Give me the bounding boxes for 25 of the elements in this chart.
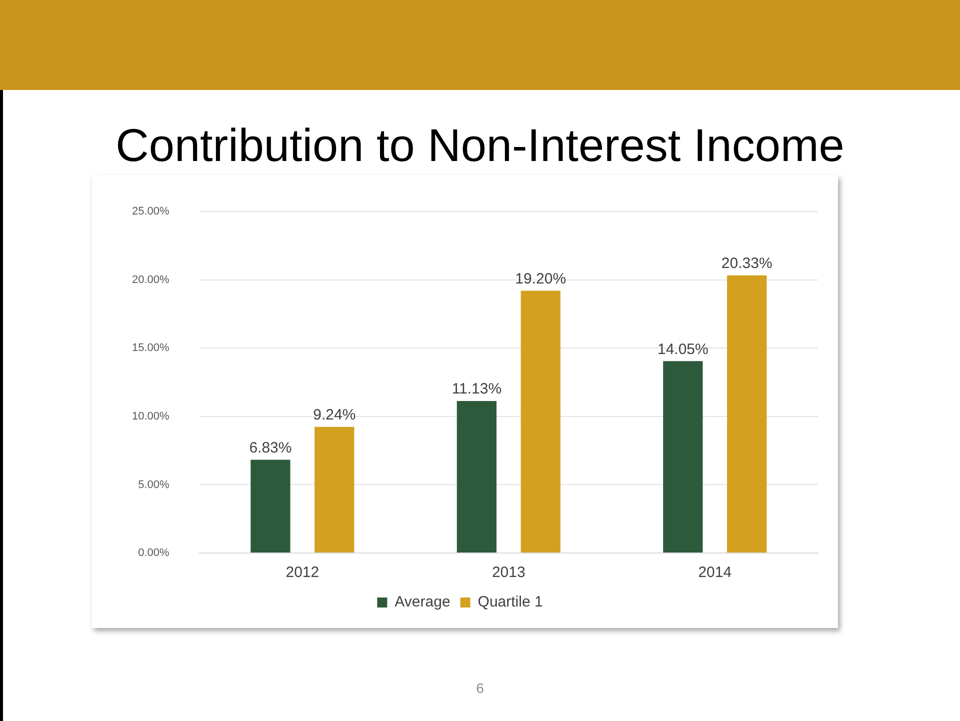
bar — [250, 460, 290, 552]
bar — [727, 275, 767, 552]
text: 6 — [475, 680, 485, 696]
bar — [520, 290, 560, 552]
bar — [663, 361, 703, 552]
y-tick-label: 25.00% — [132, 206, 170, 218]
y-tick-label: 5.00% — [138, 478, 170, 491]
legend-label: Average — [394, 594, 450, 611]
data-label: 20.33% — [721, 255, 772, 272]
data-label: 9.24% — [313, 406, 356, 424]
bar — [456, 401, 497, 552]
data-label: 11.13% — [452, 380, 502, 398]
data-label: 19.20% — [515, 270, 566, 288]
x-tick-label: 2012 — [286, 564, 320, 582]
legend-label: Quartile 1 — [478, 594, 543, 611]
chart-title: Contribution to Non-Interest Income — [114, 118, 846, 172]
y-tick-label: 10.00% — [132, 410, 170, 422]
y-tick-label: 15.00% — [132, 342, 170, 354]
bar — [314, 426, 354, 552]
x-tick-label: 2013 — [492, 564, 526, 582]
data-label: 14.05% — [657, 340, 708, 358]
y-tick-label: 0.00% — [138, 547, 170, 560]
data-label: 6.83% — [249, 439, 292, 456]
x-tick-label: 2014 — [698, 564, 732, 582]
y-tick-label: 20.00% — [132, 274, 170, 286]
